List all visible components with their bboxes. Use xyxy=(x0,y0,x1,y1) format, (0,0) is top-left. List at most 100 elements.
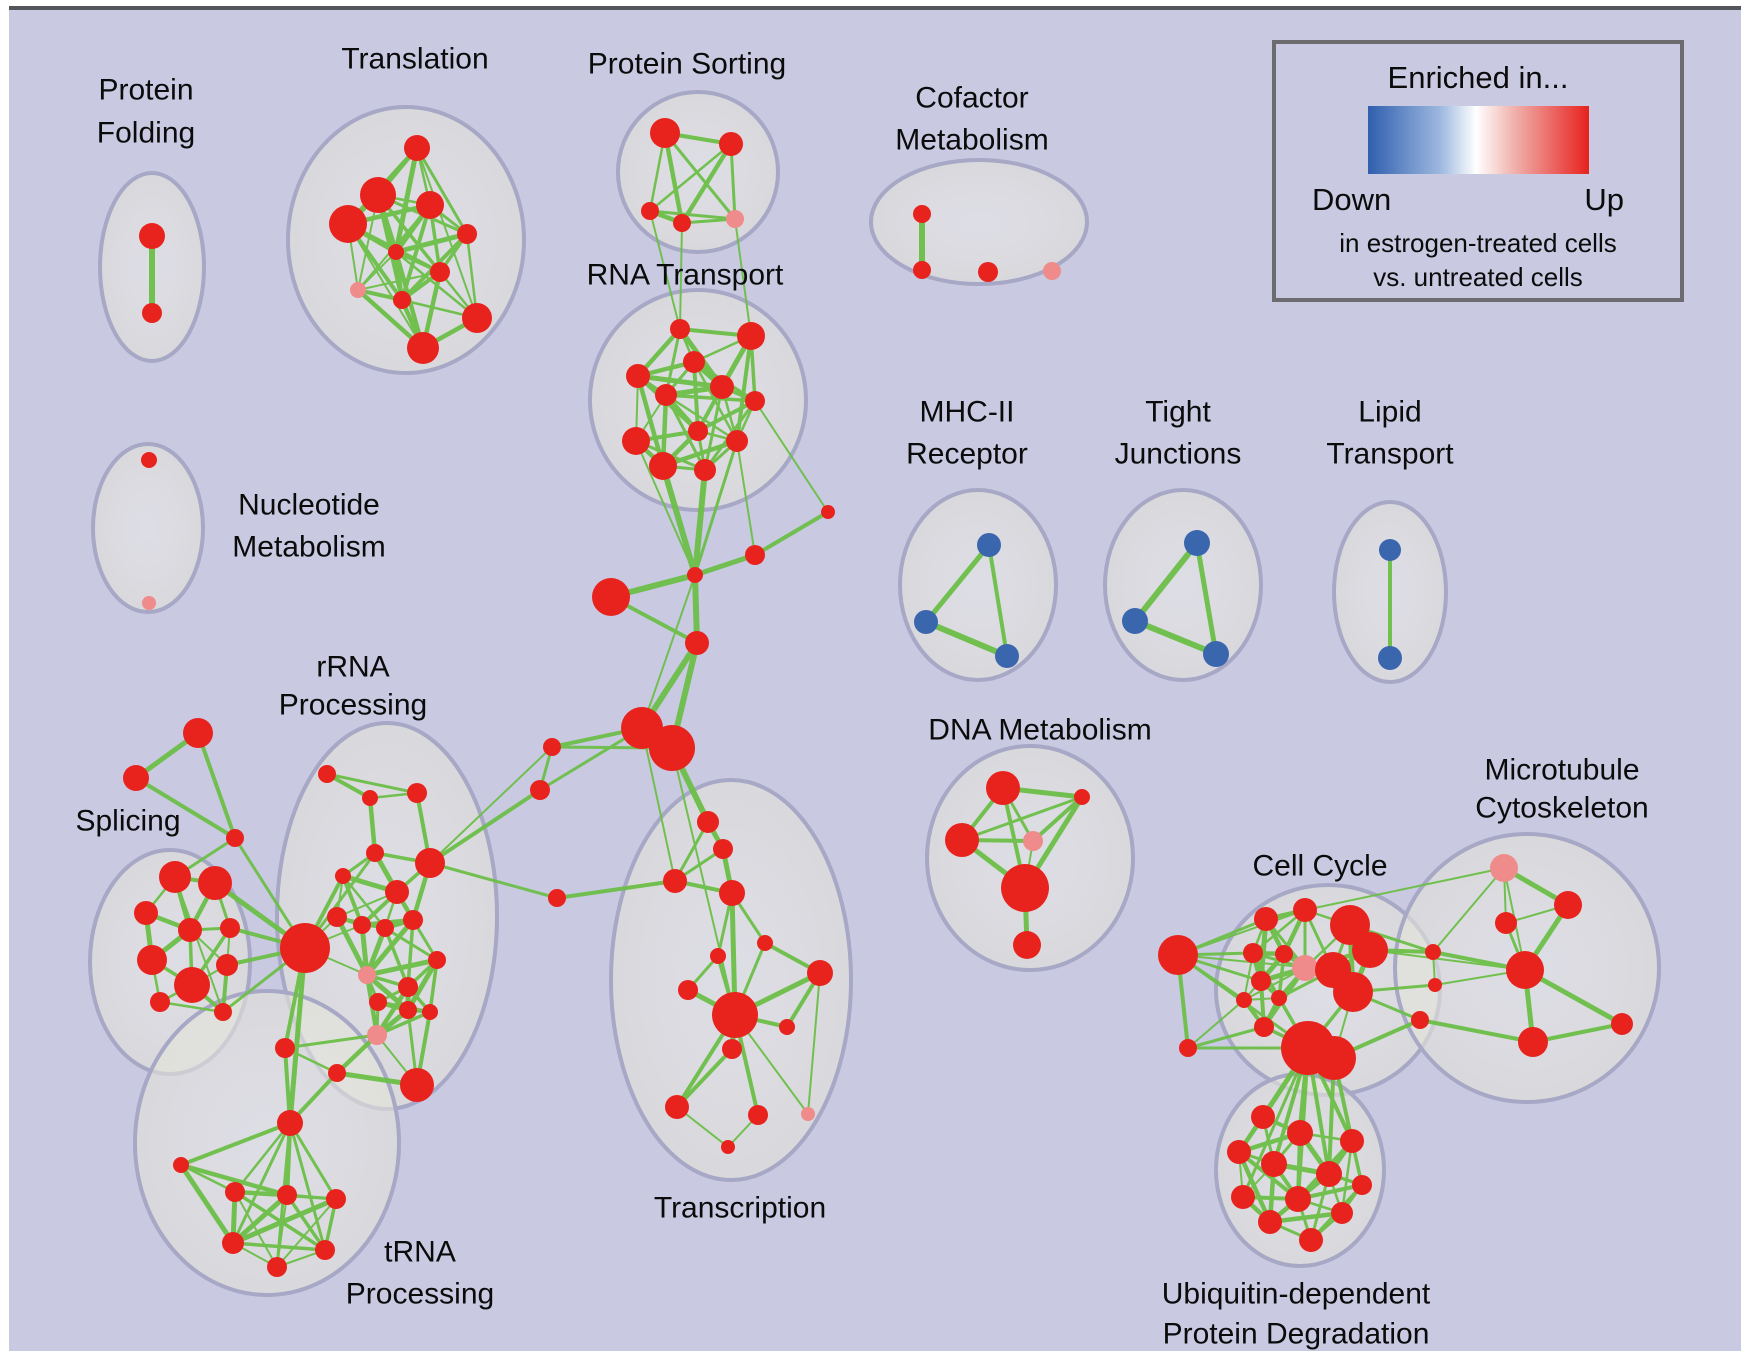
network-node-rrna-processing xyxy=(280,923,330,973)
cluster-label-dna-metabolism: DNA Metabolism xyxy=(928,714,1151,747)
network-edge xyxy=(960,795,1084,842)
network-edge xyxy=(641,574,696,729)
network-edge xyxy=(178,1162,236,1246)
network-node-ubiquitin-degradation xyxy=(1258,1210,1282,1234)
network-node-rna-transport xyxy=(649,452,677,480)
network-node-dna-metabolism xyxy=(986,771,1020,805)
network-node-translation xyxy=(350,282,366,298)
cluster-label-protein-folding: Protein xyxy=(98,74,193,107)
network-node-ubiquitin-degradation xyxy=(1299,1228,1323,1252)
network-edge xyxy=(1031,795,1084,843)
network-edge xyxy=(1267,1210,1345,1225)
legend-box: Enriched in... Down Up in estrogen-treat… xyxy=(1272,40,1684,302)
network-node-rrna-processing xyxy=(398,977,418,997)
network-node-cofactor-metabolism xyxy=(978,262,998,282)
network-node-rrna-processing xyxy=(358,966,376,984)
network-node-lipid-transport xyxy=(1379,539,1401,561)
network-node-cell-cycle xyxy=(1254,907,1278,931)
network-node-splicing xyxy=(214,1003,232,1021)
network-node-rrna-processing xyxy=(353,916,371,934)
network-node-central-backbone xyxy=(745,545,765,565)
network-edge xyxy=(231,1121,292,1245)
network-edge-intercluster xyxy=(1241,1046,1310,1199)
legend-title: Enriched in... xyxy=(1387,60,1569,95)
network-edge xyxy=(692,552,758,578)
network-node-cell-cycle xyxy=(1158,935,1198,975)
network-node-rrna-processing xyxy=(400,1068,434,1102)
network-node-cell-cycle xyxy=(1293,898,1317,922)
network-node-translation xyxy=(388,244,404,260)
cluster-label-lipid-transport: Lipid xyxy=(1358,396,1421,429)
network-node-rna-transport xyxy=(670,319,690,339)
network-node-translation xyxy=(329,205,367,243)
network-edge-intercluster xyxy=(641,727,676,882)
network-node-protein-sorting xyxy=(641,202,659,220)
network-edge xyxy=(1432,867,1505,953)
network-node-splicing xyxy=(134,901,158,925)
network-edge xyxy=(347,223,424,349)
network-node-cell-cycle xyxy=(1333,972,1373,1012)
network-node-cell-cycle xyxy=(1251,971,1271,991)
network-node-dna-metabolism xyxy=(1001,864,1049,912)
network-node-ubiquitin-degradation xyxy=(1261,1151,1287,1177)
network-node-splicing-triangle xyxy=(183,718,213,748)
network-node-tight-junctions xyxy=(1122,608,1148,634)
network-node-rna-transport xyxy=(655,384,677,406)
network-node-cofactor-metabolism xyxy=(913,205,931,223)
network-node-splicing xyxy=(220,918,240,938)
network-node-splicing xyxy=(137,945,167,975)
network-edge xyxy=(664,393,757,403)
network-node-rrna-processing xyxy=(367,1025,387,1045)
network-edge xyxy=(364,957,440,978)
network-node-lipid-transport xyxy=(1378,646,1402,670)
network-node-transcription xyxy=(748,1105,768,1125)
network-node-rrna-processing xyxy=(328,1064,346,1082)
network-edge xyxy=(1132,618,1219,657)
network-node-transcription xyxy=(665,1095,689,1119)
network-node-cell-cycle xyxy=(1236,992,1252,1008)
network-node-dna-metabolism xyxy=(1023,831,1043,851)
network-node-protein-folding xyxy=(142,303,162,323)
cluster-label-transcription: Transcription xyxy=(654,1192,826,1225)
network-node-protein-sorting xyxy=(726,210,744,228)
cluster-label-cofactor-metabolism: Metabolism xyxy=(895,124,1048,157)
network-node-mhc2-receptor xyxy=(977,533,1001,557)
network-node-rrna-processing xyxy=(362,790,378,806)
cluster-label-microtubule-cytoskeleton: Microtubule xyxy=(1484,754,1639,787)
network-edge-intercluster xyxy=(693,439,739,577)
network-node-trna-processing xyxy=(267,1257,287,1277)
network-node-cofactor-metabolism xyxy=(913,261,931,279)
network-node-microtubule-cytoskeleton xyxy=(1506,951,1544,989)
cluster-label-ubiquitin-degradation: Protein Degradation xyxy=(1163,1318,1430,1351)
network-node-rna-transport xyxy=(683,351,705,373)
network-edge xyxy=(406,918,415,989)
network-edge xyxy=(648,142,733,213)
network-node-ubiquitin-degradation xyxy=(1352,1175,1372,1195)
network-node-cell-cycle xyxy=(1330,905,1370,945)
network-edge xyxy=(664,393,739,443)
cluster-label-nucleotide-metabolism: Nucleotide xyxy=(238,489,380,522)
network-node-cell-cycle xyxy=(1243,943,1263,963)
legend-up-label: Up xyxy=(1584,182,1624,217)
network-edge xyxy=(196,731,237,840)
network-node-dna-metabolism xyxy=(1074,789,1090,805)
network-node-splicing xyxy=(178,918,202,942)
network-node-mhc2-receptor xyxy=(914,610,938,634)
network-node-translation xyxy=(404,135,430,161)
network-node-nucleotide-metabolism xyxy=(142,596,156,610)
network-node-transcription xyxy=(801,1107,815,1121)
legend-caption-line1: in estrogen-treated cells xyxy=(1339,228,1617,258)
network-node-microtubule-cytoskeleton xyxy=(1425,944,1441,960)
cluster-label-translation: Translation xyxy=(341,43,488,76)
cluster-label-tight-junctions: Junctions xyxy=(1115,438,1242,471)
network-node-splicing xyxy=(159,861,191,893)
network-node-cell-cycle xyxy=(1254,1017,1274,1037)
network-node-splicing-triangle xyxy=(123,765,149,791)
network-node-ubiquitin-degradation xyxy=(1331,1202,1353,1224)
network-edge xyxy=(288,1121,327,1252)
network-edge xyxy=(415,146,469,236)
network-node-ubiquitin-degradation xyxy=(1285,1186,1311,1212)
network-node-rrna-processing xyxy=(366,844,384,862)
network-node-cell-cycle xyxy=(1352,932,1388,968)
network-edge-intercluster xyxy=(736,440,756,556)
